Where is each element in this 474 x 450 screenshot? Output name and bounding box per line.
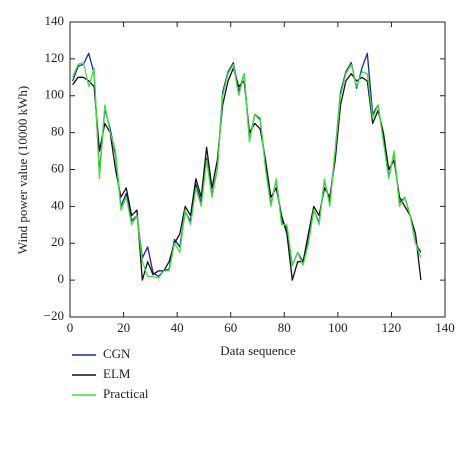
legend-label: Practical [103,386,149,401]
legend-label: ELM [103,366,131,381]
x-tick-label: 80 [278,320,291,335]
x-axis-label: Data sequence [220,343,296,358]
x-tick-label: 120 [382,320,402,335]
x-tick-label: 100 [328,320,348,335]
x-tick-label: 20 [117,320,130,335]
y-tick-label: 40 [51,197,64,212]
y-tick-label: 140 [45,13,65,28]
y-axis-label: Wind power value (10000 kWh) [15,86,30,254]
y-tick-label: 20 [51,234,64,249]
y-tick-label: 80 [51,124,64,139]
y-tick-label: 60 [51,160,64,175]
x-tick-label: 40 [171,320,184,335]
series-line [72,61,422,279]
y-tick-label: 0 [58,271,65,286]
x-tick-label: 60 [224,320,237,335]
x-tick-label: 0 [67,320,74,335]
x-tick-label: 140 [435,320,455,335]
legend-label: CGN [103,346,131,361]
y-tick-label: 120 [45,50,65,65]
y-tick-label: 100 [45,87,65,102]
y-tick-label: −20 [44,308,64,323]
